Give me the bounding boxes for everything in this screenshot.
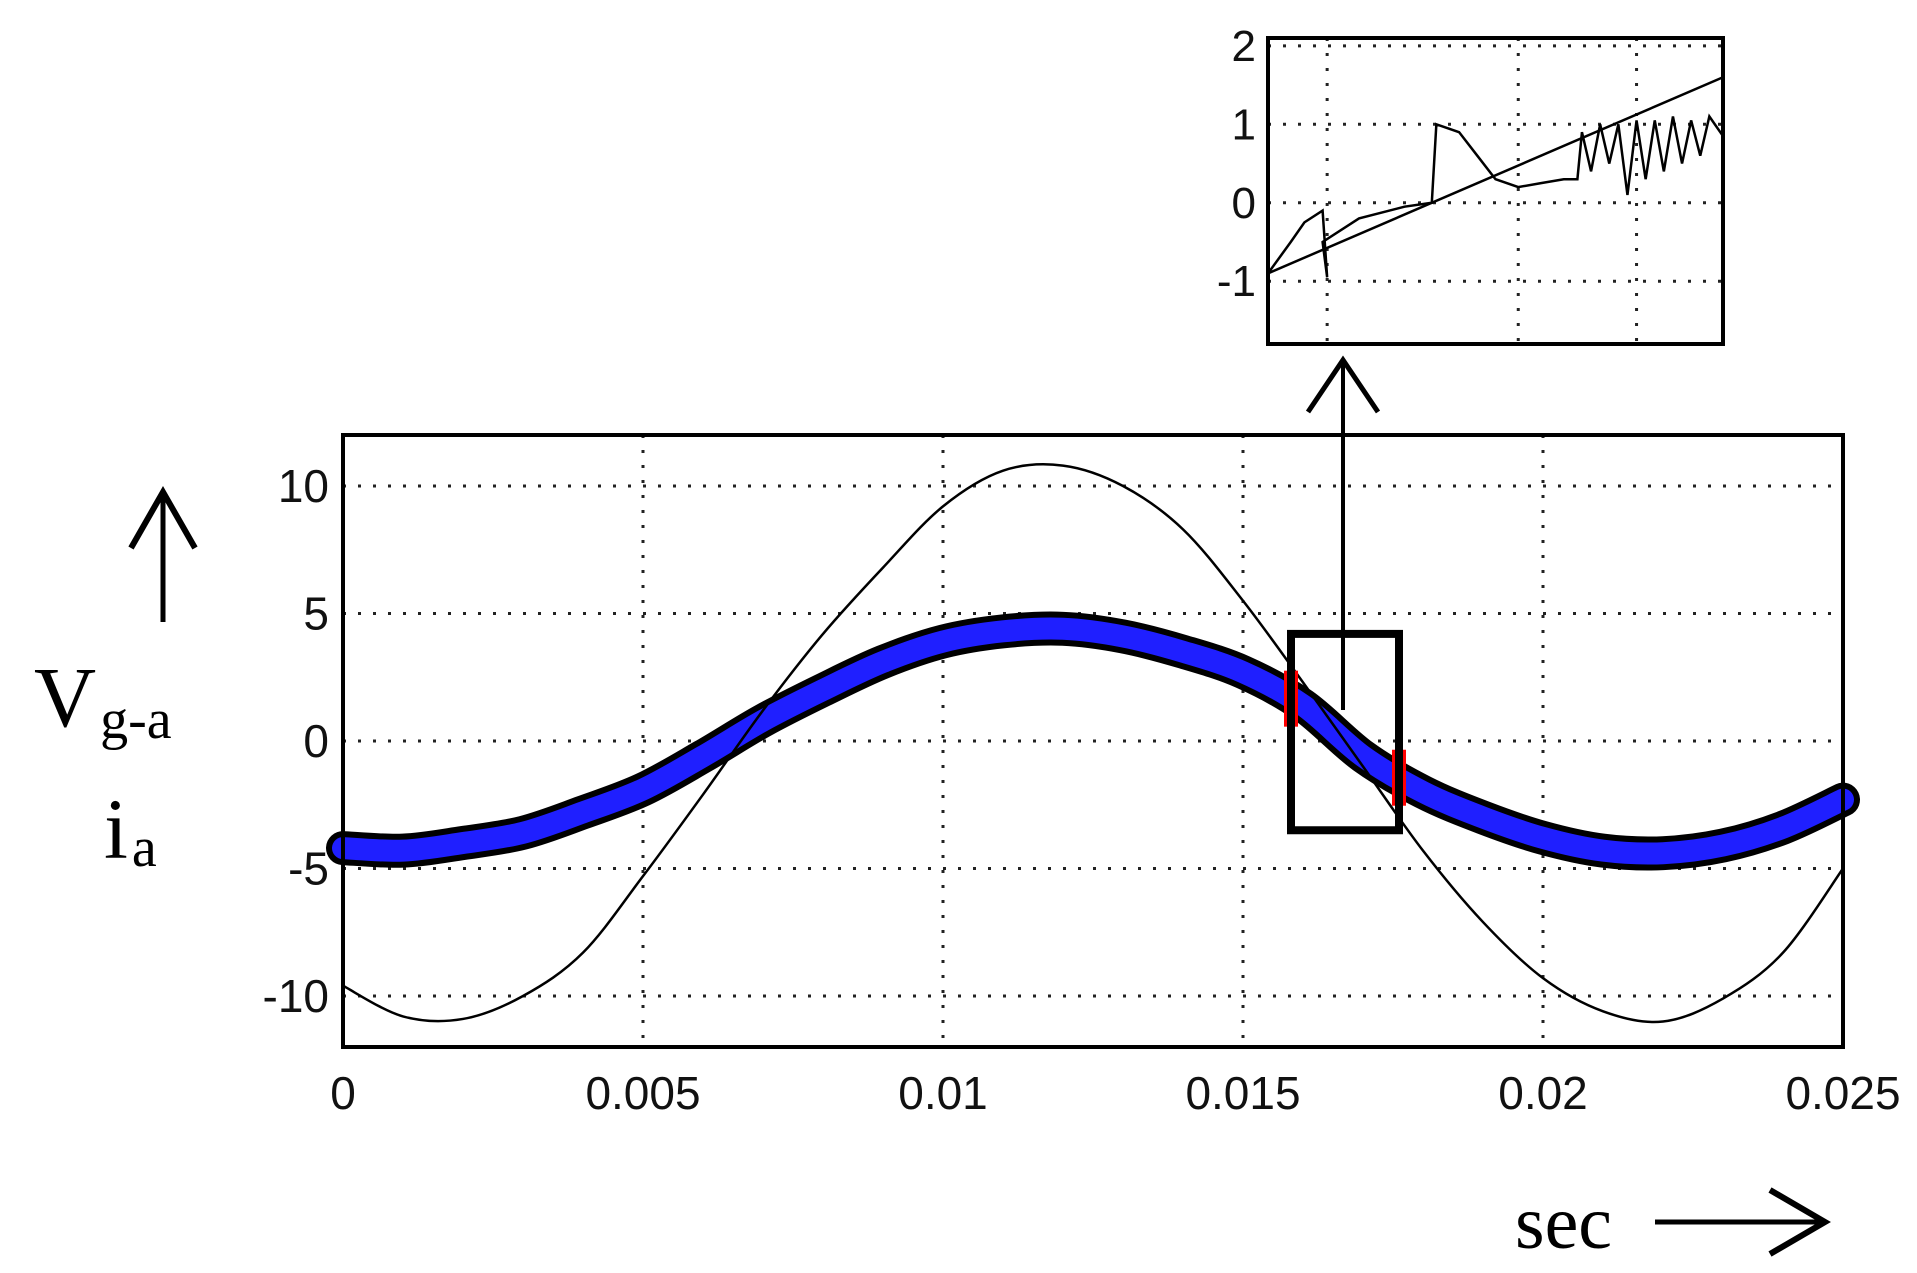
- inset-plot: 2 1 0 -1: [1217, 22, 1725, 346]
- main-y-tick-label: 5: [303, 588, 329, 640]
- y-label-v: V: [34, 649, 96, 745]
- main-series: [326, 463, 1860, 1024]
- main-x-tick-labels: 0 0.005 0.01 0.015 0.02 0.025: [330, 1067, 1900, 1119]
- y-axis-up-arrow-icon: [128, 485, 198, 622]
- inset-y-tick-label: 2: [1232, 22, 1256, 71]
- y-axis-label: V g-a i a: [34, 485, 198, 879]
- x-label-text: sec: [1515, 1181, 1612, 1265]
- inset-grid: [1268, 38, 1723, 344]
- main-y-tick-label: 10: [278, 460, 329, 512]
- main-plot-frame: [341, 433, 1845, 1049]
- current-inset-line: [1266, 113, 1725, 278]
- main-x-tick-label: 0: [330, 1067, 356, 1119]
- y-label-v-sub: g-a: [100, 689, 172, 751]
- main-y-tick-labels: 10 5 0 -5 -10: [263, 460, 329, 1022]
- inset-y-tick-label: 0: [1232, 179, 1256, 228]
- x-axis-right-arrow-icon: [1655, 1187, 1831, 1257]
- main-x-tick-label: 0.01: [898, 1067, 988, 1119]
- main-y-tick-label: 0: [303, 715, 329, 767]
- zoom-arrow: [1305, 355, 1381, 710]
- y-label-i: i: [104, 781, 128, 877]
- svg-text:V g-a: V g-a: [34, 649, 172, 751]
- current-series-line: [332, 617, 1854, 865]
- main-plot: 10 5 0 -5 -10 0 0.005 0.01 0.015 0.02 0.025: [263, 433, 1901, 1119]
- main-grid: [343, 435, 1843, 1047]
- x-axis-label: sec: [1515, 1181, 1831, 1265]
- main-y-tick-label: -5: [288, 843, 329, 895]
- voltage-inset-line: [1267, 76, 1724, 275]
- inset-y-tick-labels: 2 1 0 -1: [1217, 22, 1256, 306]
- y-label-i-sub: a: [132, 817, 157, 879]
- inset-y-tick-label: -1: [1217, 257, 1256, 306]
- main-x-tick-label: 0.015: [1185, 1067, 1300, 1119]
- svg-text:i a: i a: [104, 781, 157, 879]
- main-x-tick-label: 0.005: [585, 1067, 700, 1119]
- inset-plot-frame: [1266, 36, 1725, 346]
- main-y-tick-label: -10: [263, 970, 329, 1022]
- main-x-tick-label: 0.02: [1498, 1067, 1588, 1119]
- inset-series: [1266, 76, 1725, 278]
- main-x-tick-label: 0.025: [1785, 1067, 1900, 1119]
- voltage-series-line: [342, 463, 1845, 1024]
- inset-y-tick-label: 1: [1232, 100, 1256, 149]
